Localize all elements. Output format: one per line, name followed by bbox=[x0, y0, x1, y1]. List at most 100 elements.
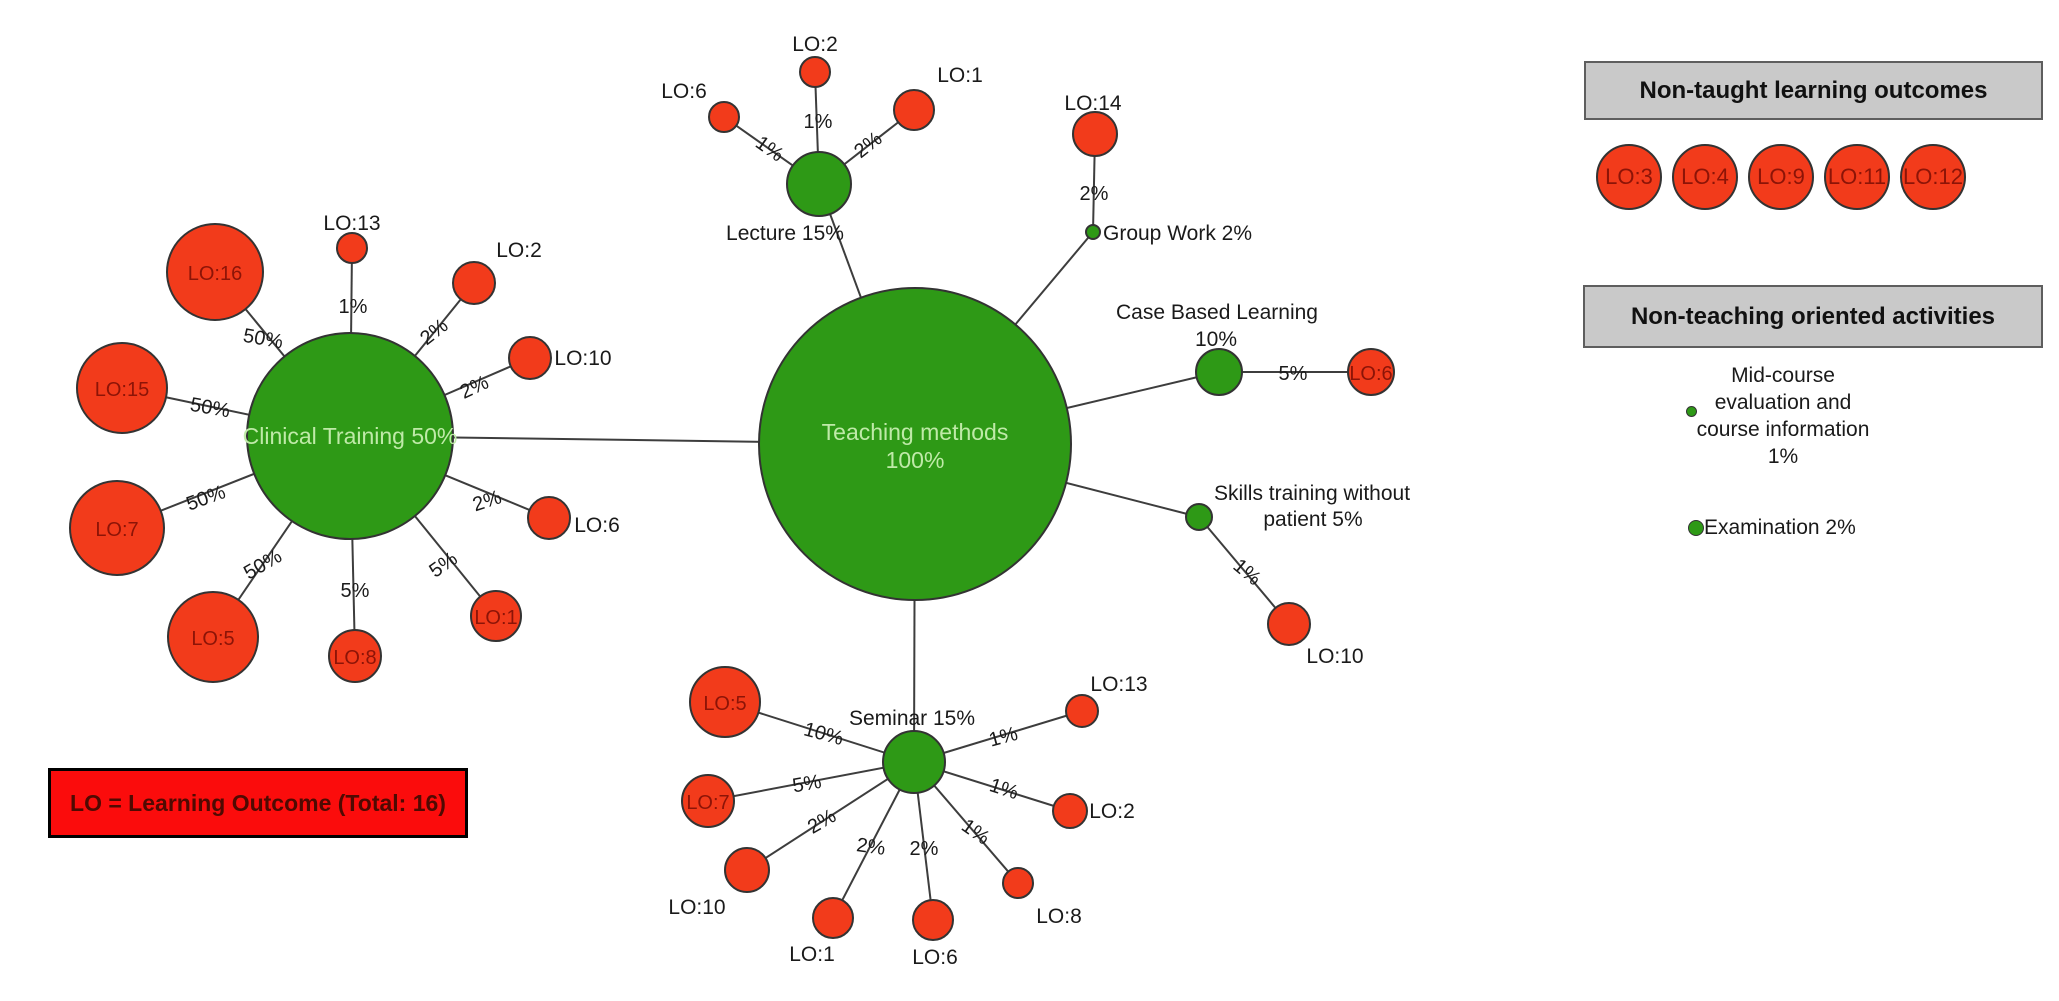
diagram-label: 10% bbox=[801, 718, 846, 750]
node-cbl bbox=[1195, 348, 1243, 396]
node-groupwork bbox=[1085, 224, 1101, 240]
node-cl5 bbox=[167, 591, 259, 683]
diagram-label: 1% bbox=[987, 774, 1021, 804]
diagram-label: LO:7 bbox=[95, 519, 138, 541]
diagram-label: 100% bbox=[886, 447, 945, 473]
legend-nontaught-header: Non-taught learning outcomes bbox=[1584, 61, 2043, 120]
diagram-label: LO:8 bbox=[333, 647, 376, 669]
diagram-label: LO:6 bbox=[574, 514, 620, 537]
node-teaching bbox=[758, 287, 1072, 601]
legend-lo9-circle: LO:9 bbox=[1748, 144, 1814, 210]
diagram-label: LO:10 bbox=[554, 347, 611, 370]
node-le1 bbox=[893, 89, 935, 131]
legend-lo9-label: LO:9 bbox=[1757, 164, 1805, 189]
node-cl6 bbox=[527, 496, 571, 540]
diagram-label: LO:8 bbox=[1036, 905, 1082, 928]
diagram-label: LO:13 bbox=[323, 212, 380, 235]
diagram-label: Seminar 15% bbox=[849, 707, 975, 730]
node-sk10 bbox=[1267, 602, 1311, 646]
node-le6 bbox=[708, 101, 740, 133]
lo-definition-text: LO = Learning Outcome (Total: 16) bbox=[70, 789, 446, 816]
diagram-label: LO:2 bbox=[496, 239, 542, 262]
diagram-label: LO:1 bbox=[474, 607, 517, 629]
diagram-label: 2% bbox=[1080, 183, 1109, 205]
legend-lo4-label: LO:4 bbox=[1681, 164, 1729, 189]
node-g14 bbox=[1072, 111, 1118, 157]
diagram-label: Lecture 15% bbox=[726, 222, 844, 245]
diagram-label: LO:16 bbox=[188, 263, 242, 285]
diagram-label: 2% bbox=[910, 838, 939, 860]
node-cl10 bbox=[508, 336, 552, 380]
diagram-label: LO:1 bbox=[937, 64, 983, 87]
diagram-label: 1% bbox=[339, 296, 368, 318]
diagram-label: LO:5 bbox=[703, 693, 746, 715]
diagram-label: patient 5% bbox=[1263, 508, 1362, 531]
diagram-label: LO:6 bbox=[1349, 363, 1392, 385]
legend-nontaught-title: Non-taught learning outcomes bbox=[1639, 76, 1988, 104]
diagram-label: 2% bbox=[470, 486, 504, 516]
midcourse-line3: course information bbox=[1696, 418, 1870, 441]
node-se7 bbox=[681, 774, 735, 828]
diagram-label: 2% bbox=[855, 834, 887, 860]
diagram-label: 5% bbox=[341, 580, 370, 602]
diagram-label: 5% bbox=[425, 548, 461, 583]
diagram-label: LO:1 bbox=[789, 943, 835, 966]
legend-lo4-circle: LO:4 bbox=[1672, 144, 1738, 210]
diagram-label: 2% bbox=[416, 315, 452, 350]
diagram-label: LO:2 bbox=[792, 33, 838, 56]
diagram-label: 2% bbox=[850, 128, 886, 163]
diagram-label: 2% bbox=[804, 805, 840, 839]
diagram-label: 1% bbox=[804, 111, 833, 133]
node-cl16 bbox=[166, 223, 264, 321]
diagram-label: 1% bbox=[987, 723, 1021, 752]
midcourse-dot-icon bbox=[1686, 406, 1697, 417]
diagram-label: Clinical Training 50% bbox=[243, 423, 458, 449]
node-cl15 bbox=[76, 342, 168, 434]
node-clinical bbox=[246, 332, 454, 540]
diagram-label: LO:13 bbox=[1090, 673, 1147, 696]
legend-lo11-circle: LO:11 bbox=[1824, 144, 1890, 210]
diagram-label: 10% bbox=[1195, 328, 1237, 351]
node-se10 bbox=[724, 847, 770, 893]
node-se8 bbox=[1002, 867, 1034, 899]
legend-lo12-circle: LO:12 bbox=[1900, 144, 1966, 210]
diagram-label: Group Work 2% bbox=[1103, 222, 1252, 245]
node-le2 bbox=[799, 56, 831, 88]
diagram-label: LO:10 bbox=[1306, 645, 1363, 668]
edge-skills-sk10 bbox=[1198, 516, 1290, 625]
diagram-label: 50% bbox=[188, 394, 231, 423]
node-se13 bbox=[1065, 694, 1099, 728]
midcourse-label: Mid-course evaluation and course informa… bbox=[1658, 362, 1908, 470]
legend-lo3-circle: LO:3 bbox=[1596, 144, 1662, 210]
diagram-label: 5% bbox=[791, 771, 824, 798]
node-skills bbox=[1185, 503, 1213, 531]
midcourse-line1: Mid-course bbox=[1731, 364, 1835, 387]
lo-definition-note: LO = Learning Outcome (Total: 16) bbox=[48, 768, 468, 838]
node-se5 bbox=[689, 666, 761, 738]
node-cl1 bbox=[470, 590, 522, 642]
diagram-label: 50% bbox=[240, 545, 286, 584]
diagram-label: Teaching methods bbox=[822, 419, 1009, 445]
diagram-label: LO:6 bbox=[661, 80, 707, 103]
midcourse-line2: evaluation and bbox=[1714, 391, 1852, 414]
node-cl7 bbox=[69, 480, 165, 576]
diagram-label: LO:5 bbox=[191, 628, 234, 650]
diagram-label: 5% bbox=[1279, 363, 1308, 385]
examination-dot-icon bbox=[1688, 520, 1704, 536]
diagram-label: Case Based Learning bbox=[1116, 301, 1318, 324]
diagram-label: LO:7 bbox=[686, 792, 729, 814]
diagram-label: LO:2 bbox=[1089, 800, 1135, 823]
legend-lo11-label: LO:11 bbox=[1827, 164, 1887, 189]
node-cl2 bbox=[452, 261, 496, 305]
diagram-label: LO:10 bbox=[668, 896, 725, 919]
node-seminar bbox=[882, 730, 946, 794]
diagram-label: 50% bbox=[241, 325, 284, 354]
midcourse-line4: 1% bbox=[1767, 445, 1799, 468]
node-cl8 bbox=[328, 629, 382, 683]
diagram-label: Skills training without bbox=[1214, 482, 1410, 505]
node-se6 bbox=[912, 899, 954, 941]
node-cb6 bbox=[1347, 348, 1395, 396]
diagram-label: 50% bbox=[183, 481, 228, 515]
